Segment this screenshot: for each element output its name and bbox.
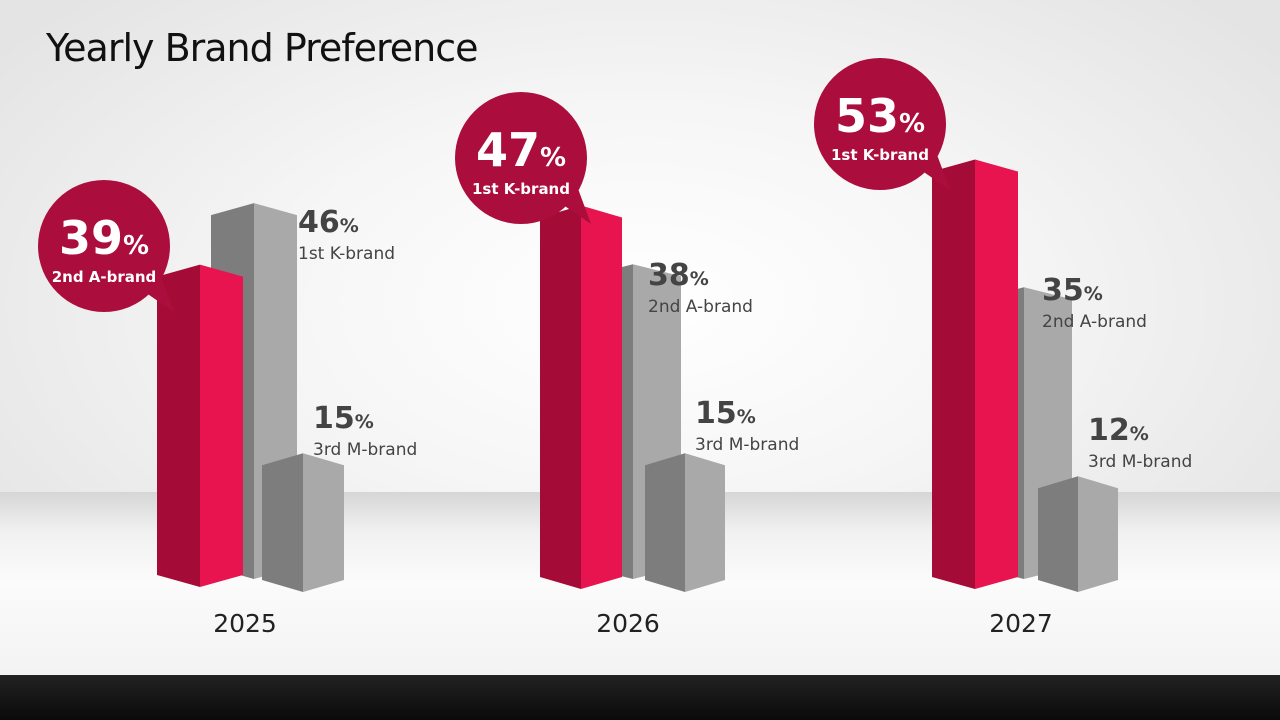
bar-2025-3-right-face [303, 453, 344, 592]
data-label-2025-2-value: 46% [298, 205, 359, 240]
data-label-2026-2-value: 38% [648, 258, 709, 293]
bar-2025-1 [157, 264, 243, 587]
bar-2026-1-right-face [581, 205, 622, 589]
callout-2027-unit: % [899, 109, 925, 139]
bar-2026-3-left-face [645, 453, 685, 592]
bar-2025-1-left-face [157, 264, 200, 587]
x-tick-label: 2026 [596, 609, 660, 638]
data-label-2027-2-unit: % [1084, 283, 1103, 305]
callout-2025-unit: % [123, 231, 149, 261]
data-label-2026-3-label: 3rd M-brand [695, 435, 799, 455]
callout-2027-label: 1st K-brand [831, 146, 929, 164]
data-label-2025-2-unit: % [340, 215, 359, 237]
data-label-2027-3-value: 12% [1088, 413, 1149, 448]
data-label-2027-3-label: 3rd M-brand [1088, 452, 1192, 472]
callout-2026-circle [455, 92, 587, 224]
callout-2026: 47%1st K-brand [455, 92, 591, 224]
bar-2027-1 [932, 159, 1018, 590]
data-label-2025-3-value: 15% [313, 401, 374, 436]
data-label-2026-3-unit: % [737, 406, 756, 428]
bar-2025-3 [262, 453, 344, 592]
x-tick-label: 2025 [213, 609, 277, 638]
data-label-2025-3-unit: % [355, 411, 374, 433]
callout-2026-label: 1st K-brand [472, 180, 570, 198]
data-label-2026-2-label: 2nd A-brand [648, 297, 753, 317]
data-label-2025-3-label: 3rd M-brand [313, 440, 417, 460]
data-label-2025-2-label: 1st K-brand [298, 244, 395, 264]
bar-2027-3 [1038, 476, 1118, 592]
data-label-2027-2-label: 2nd A-brand [1042, 312, 1147, 332]
callout-2027-circle [814, 58, 946, 190]
data-label-2026-3-value: 15% [695, 396, 756, 431]
callout-2025-label: 2nd A-brand [52, 268, 157, 286]
callout-2027: 53%1st K-brand [814, 58, 950, 190]
data-label-2027-3-unit: % [1130, 423, 1149, 445]
bar-2026-1-left-face [540, 205, 581, 589]
callout-2025-value: 39% [59, 211, 149, 265]
bar-2026-3 [645, 453, 725, 592]
callout-2025: 39% 2nd A-brand [38, 180, 174, 312]
bar-2026-1 [540, 205, 622, 589]
bar-2027-1-right-face [975, 159, 1018, 590]
bar-chart: 39% 2nd A-brand 46% 1st K-brand 15% 3rd M-bra… [38, 58, 1192, 638]
data-label-2027-2-value: 35% [1042, 273, 1103, 308]
bar-group-2025: 39% 2nd A-brand 46% 1st K-brand 15% 3rd M-bra… [38, 180, 417, 638]
callout-2025-circle [38, 180, 170, 312]
bar-2025-1-right-face [200, 264, 243, 587]
bar-2027-3-left-face [1038, 476, 1078, 592]
chart-title: Yearly Brand Preference [46, 26, 479, 70]
x-tick-label: 2027 [989, 609, 1053, 638]
bar-2027-3-right-face [1078, 476, 1118, 592]
bar-2026-3-right-face [685, 453, 725, 592]
bottom-bar [0, 675, 1280, 720]
data-label-2026-2-unit: % [690, 268, 709, 290]
bar-2025-3-left-face [262, 453, 303, 592]
callout-2026-unit: % [540, 143, 566, 173]
bar-2027-1-left-face [932, 159, 975, 590]
